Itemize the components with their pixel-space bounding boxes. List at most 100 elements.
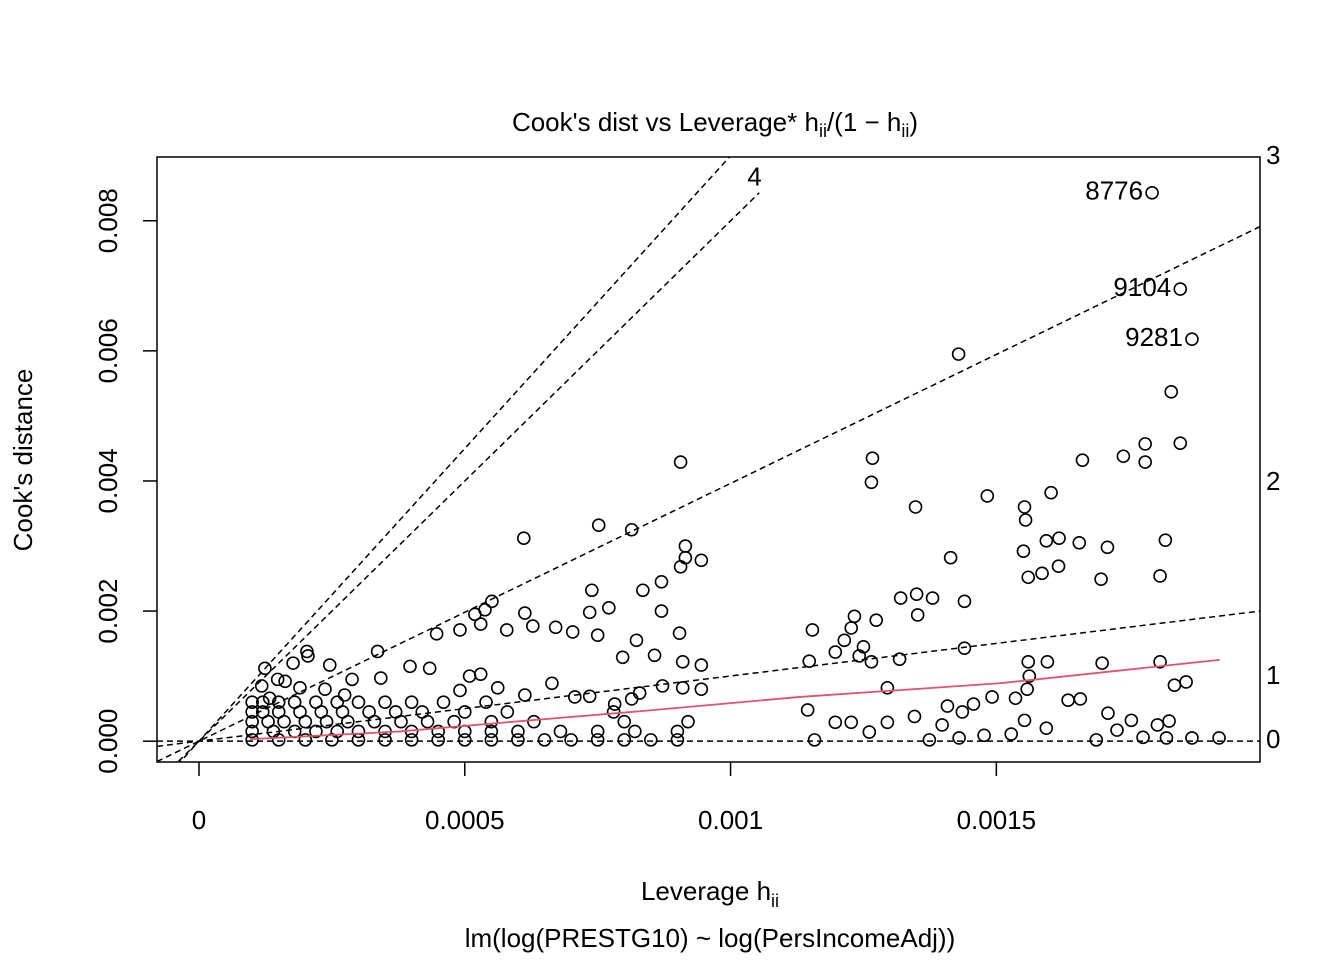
title-sub: ii xyxy=(901,121,909,141)
point xyxy=(1145,185,1159,200)
point xyxy=(1162,714,1176,728)
point xyxy=(647,648,662,663)
point xyxy=(1094,572,1108,586)
point xyxy=(1138,437,1152,451)
point xyxy=(518,606,532,620)
point xyxy=(293,681,307,695)
point xyxy=(286,656,300,670)
point xyxy=(255,705,270,719)
point xyxy=(564,733,578,747)
point xyxy=(678,539,693,553)
point xyxy=(453,683,467,698)
point xyxy=(479,695,493,709)
point xyxy=(468,607,482,622)
point xyxy=(516,531,531,546)
smooth-line xyxy=(249,658,1220,741)
point xyxy=(330,724,345,739)
point xyxy=(422,661,437,676)
point xyxy=(1158,533,1173,547)
contour-line xyxy=(157,610,1260,748)
point xyxy=(370,644,385,659)
point xyxy=(351,724,366,739)
point xyxy=(1124,713,1139,728)
point xyxy=(673,455,688,469)
point xyxy=(271,695,286,709)
point xyxy=(378,695,392,709)
point-label: 8776 xyxy=(1085,176,1143,206)
point xyxy=(694,682,709,696)
point xyxy=(1164,385,1179,399)
point xyxy=(955,705,970,719)
point xyxy=(485,594,499,609)
point xyxy=(300,644,314,659)
point xyxy=(828,715,843,730)
contour-label: 4 xyxy=(747,162,761,192)
point xyxy=(892,652,907,667)
point xyxy=(1116,449,1131,464)
point xyxy=(869,613,884,627)
point xyxy=(500,705,515,719)
point xyxy=(404,695,419,709)
point xyxy=(925,591,940,605)
point xyxy=(245,733,259,747)
point xyxy=(1044,485,1058,500)
point xyxy=(404,733,419,747)
point xyxy=(462,669,477,683)
point xyxy=(1008,691,1023,706)
point xyxy=(545,676,559,691)
point xyxy=(484,733,499,747)
point xyxy=(403,659,417,674)
point xyxy=(654,575,669,589)
point xyxy=(278,674,292,689)
point xyxy=(1138,455,1152,469)
point xyxy=(351,695,366,709)
point xyxy=(511,724,525,739)
point xyxy=(670,733,685,747)
point xyxy=(429,627,444,641)
point xyxy=(805,623,820,637)
point xyxy=(985,690,999,704)
point xyxy=(617,733,632,747)
point xyxy=(245,714,259,729)
point xyxy=(694,553,709,568)
point xyxy=(1100,540,1115,555)
point xyxy=(255,695,270,709)
point xyxy=(802,654,817,668)
point xyxy=(828,645,843,659)
point xyxy=(1073,692,1088,706)
point xyxy=(518,688,532,702)
point xyxy=(1016,544,1031,559)
point xyxy=(330,695,345,709)
point xyxy=(582,605,597,620)
point xyxy=(345,672,359,687)
contour-line xyxy=(176,192,760,762)
point xyxy=(908,500,923,514)
point xyxy=(457,733,472,747)
point xyxy=(270,672,285,687)
point xyxy=(1039,721,1054,735)
x-tick-label: 0.0005 xyxy=(425,805,505,835)
point xyxy=(943,550,958,565)
point xyxy=(388,705,403,719)
point xyxy=(935,718,949,732)
point xyxy=(526,619,540,633)
point xyxy=(1159,731,1174,745)
point xyxy=(952,731,966,745)
point xyxy=(287,695,302,709)
point xyxy=(624,522,639,537)
point xyxy=(907,709,922,724)
point xyxy=(457,724,472,739)
point xyxy=(473,667,488,681)
point xyxy=(254,679,269,693)
point xyxy=(844,621,859,635)
point xyxy=(1052,531,1066,546)
point xyxy=(1021,655,1036,669)
y2-tick-label: 1 xyxy=(1266,660,1280,690)
point xyxy=(980,489,995,503)
point xyxy=(977,728,991,743)
point xyxy=(591,518,606,533)
point xyxy=(672,626,687,640)
point xyxy=(245,724,259,739)
point xyxy=(1185,332,1199,346)
